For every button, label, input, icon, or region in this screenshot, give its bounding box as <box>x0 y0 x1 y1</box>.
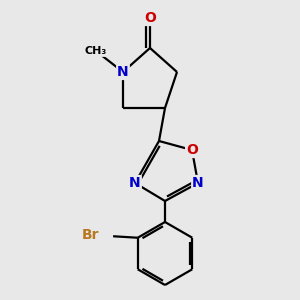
Text: Br: Br <box>82 228 99 242</box>
Text: CH₃: CH₃ <box>85 46 107 56</box>
Text: O: O <box>186 143 198 157</box>
Text: O: O <box>144 11 156 25</box>
Text: N: N <box>129 176 141 190</box>
Text: N: N <box>192 176 204 190</box>
Text: N: N <box>117 65 129 79</box>
